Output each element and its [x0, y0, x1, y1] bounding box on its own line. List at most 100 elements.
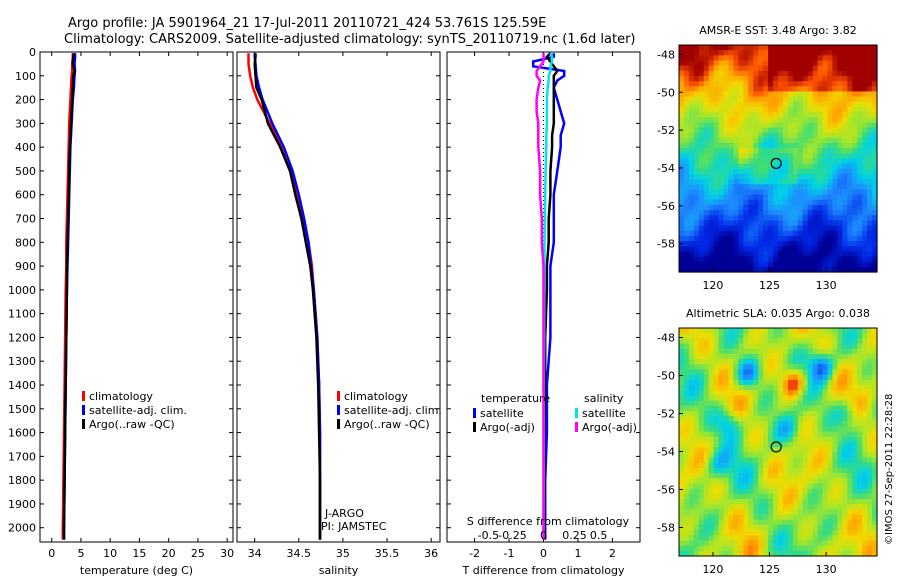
map-cell: [738, 416, 744, 422]
map-cell: [782, 364, 789, 371]
map-cell: [763, 478, 769, 485]
map-cell: [778, 473, 784, 479]
map-cell: [728, 514, 735, 521]
map-cell: [738, 493, 744, 500]
map-cell: [862, 153, 868, 160]
map-cell: [708, 168, 715, 175]
map-cell: [802, 405, 809, 412]
map-cell: [778, 65, 784, 72]
map-cell: [688, 364, 695, 371]
map-cell: [812, 199, 819, 206]
map-cell: [679, 50, 685, 56]
map-cell: [822, 519, 829, 526]
map-cell: [723, 421, 730, 428]
map-cell: [822, 215, 829, 222]
map-cell: [718, 163, 725, 170]
map-cell: [679, 86, 685, 93]
map-cell: [703, 353, 710, 360]
map-cell: [827, 266, 834, 273]
difference-xlabel: T difference from climatology: [462, 564, 625, 577]
map-cell: [857, 230, 863, 237]
map-cell: [768, 499, 774, 505]
map-cell: [723, 132, 730, 139]
map-cell: [782, 483, 789, 490]
map-cell: [723, 143, 730, 149]
map-cell: [688, 153, 695, 160]
map-cell: [773, 478, 779, 485]
map-cell: [723, 215, 730, 222]
map-cell: [778, 189, 784, 196]
sla-map-panel: Altimetric SLA: 0.035 Argo: 0.038-48-50-…: [657, 307, 878, 576]
map-cell: [708, 509, 715, 516]
map-cell: [852, 416, 858, 422]
map-cell: [693, 338, 700, 345]
map-cell: [738, 184, 744, 191]
map-cell: [812, 122, 819, 129]
map-cell: [693, 524, 700, 531]
map-cell: [847, 153, 853, 160]
map-cell: [847, 395, 853, 402]
map-cell: [723, 410, 730, 417]
map-cell: [713, 148, 720, 154]
map-cell: [847, 431, 853, 438]
map-cell: [753, 189, 759, 196]
map-cell: [728, 478, 735, 485]
map-cell: [792, 60, 799, 67]
map-cell: [822, 379, 829, 386]
map-cell: [713, 158, 720, 165]
map-cell: [708, 173, 715, 180]
map-cell: [852, 55, 858, 62]
map-cell: [723, 499, 730, 505]
map-cell: [807, 143, 814, 149]
map-cell: [713, 395, 720, 402]
map-cell: [792, 158, 799, 165]
map-cell: [768, 106, 774, 113]
map-cell: [787, 524, 794, 531]
map-cell: [748, 473, 754, 479]
map-cell: [832, 452, 838, 459]
map-cell: [733, 45, 739, 51]
map-cell: [758, 230, 764, 237]
map-cell: [723, 353, 730, 360]
map-cell: [698, 117, 705, 123]
map-cell: [778, 70, 784, 77]
map-cell: [782, 256, 789, 263]
map-cell: [679, 436, 685, 443]
map-cell: [792, 173, 799, 180]
map-cell: [867, 261, 873, 268]
map-cell: [718, 333, 725, 339]
map-cell: [782, 488, 789, 495]
map-cell: [738, 220, 744, 227]
map-cell: [822, 251, 829, 258]
map-cell: [718, 199, 725, 206]
map-cell: [743, 251, 749, 258]
map-cell: [837, 452, 843, 459]
map-cell: [703, 261, 710, 268]
map-cell: [748, 447, 754, 453]
map-cell: [773, 488, 779, 495]
x-tick-label: 130: [816, 563, 837, 576]
legend-label: satellite: [480, 407, 524, 420]
map-cell: [857, 478, 863, 485]
map-cell: [708, 540, 715, 547]
map-cell: [693, 452, 700, 459]
map-cell: [862, 112, 868, 118]
map-cell: [782, 519, 789, 526]
map-cell: [778, 545, 784, 552]
map-cell: [679, 379, 685, 386]
map-cell: [778, 530, 784, 536]
map-cell: [852, 478, 858, 485]
map-cell: [748, 225, 754, 232]
map-cell: [763, 328, 769, 334]
map-cell: [743, 256, 749, 263]
map-cell: [817, 426, 824, 433]
map-cell: [847, 65, 853, 72]
map-cell: [817, 117, 824, 123]
map-cell: [802, 173, 809, 180]
map-cell: [743, 225, 749, 232]
map-cell: [688, 416, 695, 422]
map-cell: [812, 132, 819, 139]
map-cell: [857, 50, 863, 56]
map-cell: [817, 478, 824, 485]
map-cell: [703, 101, 710, 108]
